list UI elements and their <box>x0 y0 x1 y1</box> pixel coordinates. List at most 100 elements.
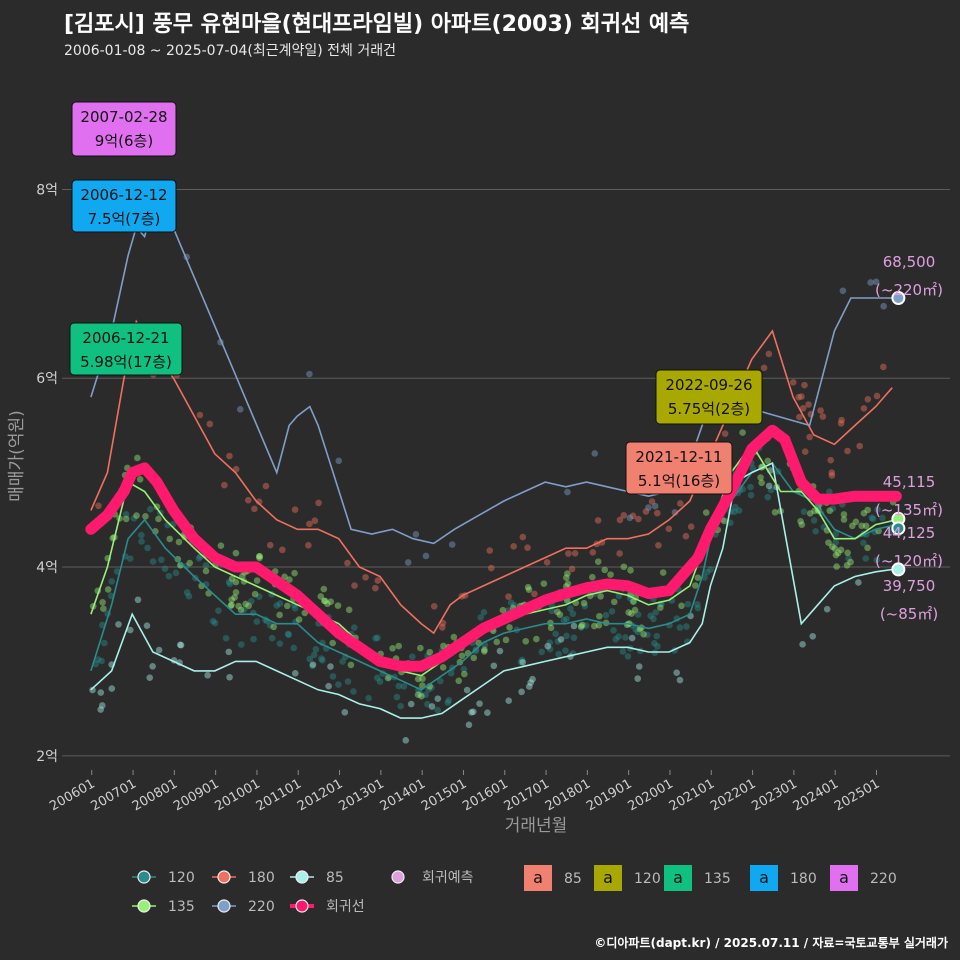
scatter-point <box>409 653 416 661</box>
scatter-point <box>136 476 144 483</box>
scatter-point <box>628 634 636 642</box>
legend-box-glyph: a <box>533 868 543 887</box>
scatter-point <box>284 630 292 638</box>
scatter-point <box>749 464 757 472</box>
scatter-point <box>311 517 319 525</box>
scatter-point <box>493 638 501 646</box>
scatter-point <box>519 533 527 541</box>
scatter-point <box>622 634 629 641</box>
scatter-point <box>533 635 540 643</box>
scatter-point <box>373 674 381 682</box>
scatter-point <box>682 532 690 540</box>
scatter-point <box>858 522 865 530</box>
scatter-point <box>374 634 381 642</box>
scatter-point <box>177 561 184 569</box>
scatter-point <box>635 515 642 523</box>
forecast-points: 68,500 (~220㎡) 45,115 (~135㎡) 44,125 (~120㎡) 3… <box>875 253 943 623</box>
legend-label: 회귀예측 <box>422 870 474 886</box>
scatter-point <box>653 632 661 640</box>
callout-date: 2022-09-26 <box>665 376 752 394</box>
grid-lines <box>62 188 950 757</box>
scatter-point <box>582 622 590 629</box>
scatter-point <box>694 600 701 608</box>
scatter-point <box>174 555 182 563</box>
scatter-point <box>251 505 258 513</box>
scatter-point <box>612 636 620 643</box>
scatter-point <box>461 670 468 678</box>
scatter-point <box>447 669 455 677</box>
scatter-point <box>419 675 426 683</box>
scatter-point <box>468 708 475 716</box>
series-line-180 <box>90 319 893 635</box>
scatter-point <box>412 531 420 538</box>
forecast-value-label: 39,750 <box>883 577 936 595</box>
scatter-point <box>496 647 504 655</box>
scatter-point <box>104 586 112 593</box>
scatter-point <box>589 549 597 556</box>
scatter-point <box>341 708 349 716</box>
scatter-point <box>291 605 299 612</box>
scatter-point <box>393 693 401 701</box>
legend-label: 회귀선 <box>326 899 365 915</box>
scatter-point <box>548 607 556 615</box>
scatter-point <box>217 542 225 549</box>
scatter-point <box>828 472 836 479</box>
scatter-point <box>832 530 840 538</box>
scatter-point <box>683 623 690 630</box>
scatter-point <box>196 411 204 419</box>
scatter-point <box>236 406 244 413</box>
scatter-point <box>529 675 536 683</box>
scatter-point <box>172 569 180 577</box>
scatter-point <box>306 520 313 528</box>
x-tick-label: 201201 <box>295 776 345 814</box>
forecast-point <box>891 521 906 536</box>
scatter-point <box>767 486 775 494</box>
scatter-point <box>543 559 551 566</box>
scatter-point <box>829 505 837 512</box>
x-tick-label: 200701 <box>89 776 139 814</box>
y-tick-label: 4억 <box>36 560 58 576</box>
scatter-point <box>146 674 154 681</box>
scatter-point <box>874 506 881 513</box>
scatter-point <box>237 641 245 648</box>
scatter-point <box>864 544 871 552</box>
scatter-point <box>226 673 233 681</box>
scatter-point <box>268 634 276 642</box>
scatter-point <box>400 683 408 690</box>
scatter-point <box>608 608 616 615</box>
scatter-point <box>676 624 684 631</box>
scatter-point <box>99 599 106 606</box>
scatter-point <box>518 688 525 696</box>
scatter-point <box>253 577 261 584</box>
scatter-point <box>869 515 877 523</box>
callout-box <box>69 322 183 376</box>
legend-box-swatch <box>750 865 778 891</box>
scatter-point <box>480 608 488 616</box>
scatter-point <box>840 511 848 518</box>
scatter-point <box>546 639 554 646</box>
scatter-point <box>563 632 570 640</box>
scatter-point <box>204 671 211 679</box>
scatter-point <box>97 706 104 713</box>
scatter-point <box>414 675 422 683</box>
chart-title: [김포시] 풍무 유현마을(현대프라임빌) 아파트(2003) 회귀선 예측 <box>64 12 690 37</box>
scatter-point <box>149 662 156 670</box>
scatter-point <box>546 645 554 653</box>
scatter-point <box>765 482 773 490</box>
scatter-point <box>276 611 283 619</box>
scatter-point <box>424 700 431 708</box>
scatter-point <box>547 619 554 627</box>
scatter-point <box>634 611 642 618</box>
scatter-point <box>301 609 309 617</box>
scatter-point <box>590 622 598 630</box>
scatter-point <box>458 652 466 660</box>
scatter-point <box>832 551 840 559</box>
scatter-point <box>183 589 191 596</box>
scatter-point <box>765 350 773 358</box>
scatter-point <box>540 580 548 587</box>
scatter-point <box>826 488 833 496</box>
scatter-point <box>155 646 163 654</box>
scatter-point <box>350 688 357 695</box>
scatter-point <box>739 429 746 436</box>
scatter-point <box>351 582 358 589</box>
